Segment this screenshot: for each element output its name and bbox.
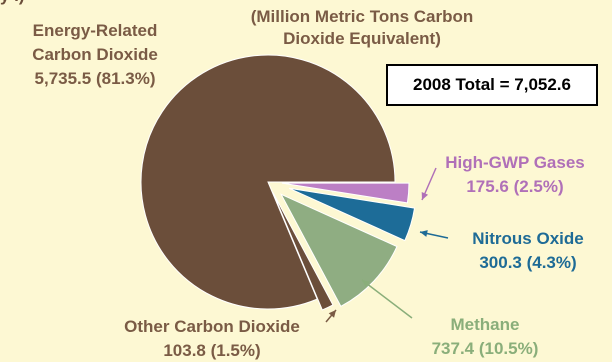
title-fragment: y .) <box>0 0 40 8</box>
units-line-2: Dioxide Equivalent) <box>283 29 441 48</box>
pie-slices <box>140 54 416 311</box>
pie-slice-energy <box>140 54 396 310</box>
total-box: 2008 Total = 7,052.6 <box>386 64 598 106</box>
leader-arrowhead-methane <box>362 280 370 288</box>
label-energy-value: 5,735.5 (81.3%) <box>35 69 156 88</box>
leader-line-methane <box>361 279 413 319</box>
label-other-co2-value: 103.8 (1.5%) <box>163 341 260 360</box>
units-line-1: (Million Metric Tons Carbon <box>250 7 474 26</box>
pie-slice-other-co2 <box>272 192 334 311</box>
units-subtitle: (Million Metric Tons Carbon Dioxide Equi… <box>222 6 502 50</box>
pie-slice-hgwp <box>281 182 410 204</box>
leader-arrowhead-other-co2 <box>328 310 336 318</box>
pie-slice-methane <box>280 193 398 308</box>
pie-slice-nitrous <box>288 187 416 242</box>
label-hgwp-value: 175.6 (2.5%) <box>466 177 563 196</box>
label-methane-line1: Methane <box>451 315 520 334</box>
label-nitrous-value: 300.3 (4.3%) <box>479 253 576 272</box>
label-hgwp-line1: High-GWP Gases <box>445 153 585 172</box>
leader-lines <box>325 167 449 323</box>
label-methane-value: 737.4 (10.5%) <box>432 339 539 358</box>
label-energy-line2: Carbon Dioxide <box>32 45 158 64</box>
label-other-co2-line1: Other Carbon Dioxide <box>124 317 300 336</box>
label-energy-line1: Energy-Related <box>33 21 158 40</box>
label-nitrous-line1: Nitrous Oxide <box>472 229 583 248</box>
leader-arrowhead-hgwp <box>421 192 429 200</box>
leader-arrowhead-nitrous <box>420 230 428 237</box>
